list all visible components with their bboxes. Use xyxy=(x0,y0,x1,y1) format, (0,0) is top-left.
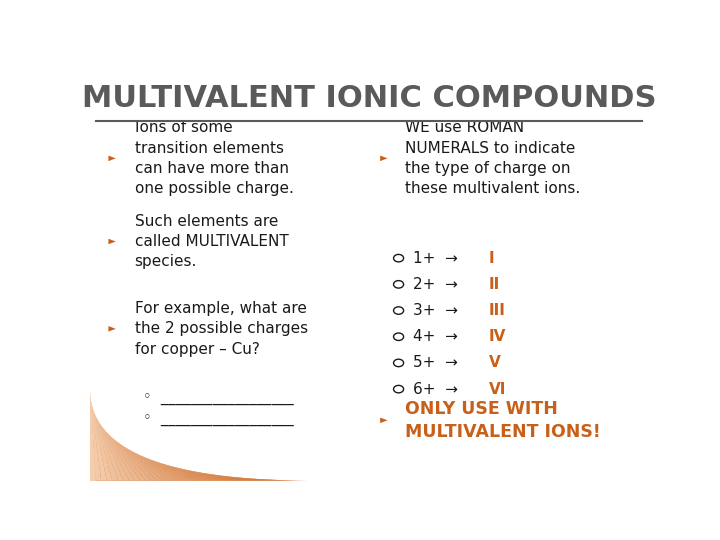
Polygon shape xyxy=(380,156,387,161)
Polygon shape xyxy=(90,392,101,481)
Polygon shape xyxy=(90,396,112,481)
Polygon shape xyxy=(90,471,297,481)
Text: II: II xyxy=(489,277,500,292)
Polygon shape xyxy=(90,407,140,481)
Text: IV: IV xyxy=(489,329,506,344)
Text: 5+  →: 5+ → xyxy=(413,355,467,370)
Text: V: V xyxy=(489,355,500,370)
Polygon shape xyxy=(90,464,280,481)
Text: MULTIVALENT IONIC COMPOUNDS: MULTIVALENT IONIC COMPOUNDS xyxy=(82,84,656,112)
Polygon shape xyxy=(90,394,107,481)
Polygon shape xyxy=(90,412,151,481)
Text: ◦  __________________: ◦ __________________ xyxy=(143,411,294,427)
Polygon shape xyxy=(90,462,274,481)
Polygon shape xyxy=(90,449,240,481)
Polygon shape xyxy=(90,476,307,481)
Polygon shape xyxy=(90,403,129,481)
Polygon shape xyxy=(109,239,116,244)
Polygon shape xyxy=(90,401,124,481)
Text: 3+  →: 3+ → xyxy=(413,303,467,318)
Polygon shape xyxy=(90,442,224,481)
Polygon shape xyxy=(90,446,235,481)
Text: 6+  →: 6+ → xyxy=(413,382,467,396)
Text: Ions of some
transition elements
can have more than
one possible charge.: Ions of some transition elements can hav… xyxy=(135,120,294,197)
Polygon shape xyxy=(109,156,116,161)
Polygon shape xyxy=(90,419,168,481)
Polygon shape xyxy=(90,458,263,481)
Polygon shape xyxy=(90,444,230,481)
Polygon shape xyxy=(90,469,291,481)
Text: VI: VI xyxy=(489,382,506,396)
Polygon shape xyxy=(90,460,269,481)
Polygon shape xyxy=(90,410,145,481)
Polygon shape xyxy=(90,428,190,481)
Polygon shape xyxy=(90,455,258,481)
Polygon shape xyxy=(90,474,302,481)
Polygon shape xyxy=(90,389,96,481)
Polygon shape xyxy=(90,435,207,481)
Polygon shape xyxy=(380,417,387,423)
Text: ◦  __________________: ◦ __________________ xyxy=(143,391,294,406)
Polygon shape xyxy=(90,433,202,481)
Polygon shape xyxy=(90,467,285,481)
Polygon shape xyxy=(90,405,135,481)
Text: Such elements are
called MULTIVALENT
species.: Such elements are called MULTIVALENT spe… xyxy=(135,214,289,269)
Text: III: III xyxy=(489,303,505,318)
Polygon shape xyxy=(109,326,116,332)
Polygon shape xyxy=(90,430,196,481)
Text: 4+  →: 4+ → xyxy=(413,329,467,344)
Polygon shape xyxy=(90,426,185,481)
Text: 1+  →: 1+ → xyxy=(413,251,467,266)
Polygon shape xyxy=(90,414,157,481)
Text: I: I xyxy=(489,251,495,266)
Polygon shape xyxy=(90,440,218,481)
Text: For example, what are
the 2 possible charges
for copper – Cu?: For example, what are the 2 possible cha… xyxy=(135,301,307,357)
Text: ONLY USE WITH
MULTIVALENT IONS!: ONLY USE WITH MULTIVALENT IONS! xyxy=(405,400,601,441)
Polygon shape xyxy=(90,416,163,481)
Polygon shape xyxy=(90,437,213,481)
Text: WE use ROMAN
NUMERALS to indicate
the type of charge on
these multivalent ions.: WE use ROMAN NUMERALS to indicate the ty… xyxy=(405,120,580,197)
Text: 2+  →: 2+ → xyxy=(413,277,467,292)
Polygon shape xyxy=(90,399,118,481)
Polygon shape xyxy=(90,451,246,481)
Polygon shape xyxy=(90,453,252,481)
Polygon shape xyxy=(90,478,313,481)
Polygon shape xyxy=(90,421,174,481)
Polygon shape xyxy=(90,423,179,481)
